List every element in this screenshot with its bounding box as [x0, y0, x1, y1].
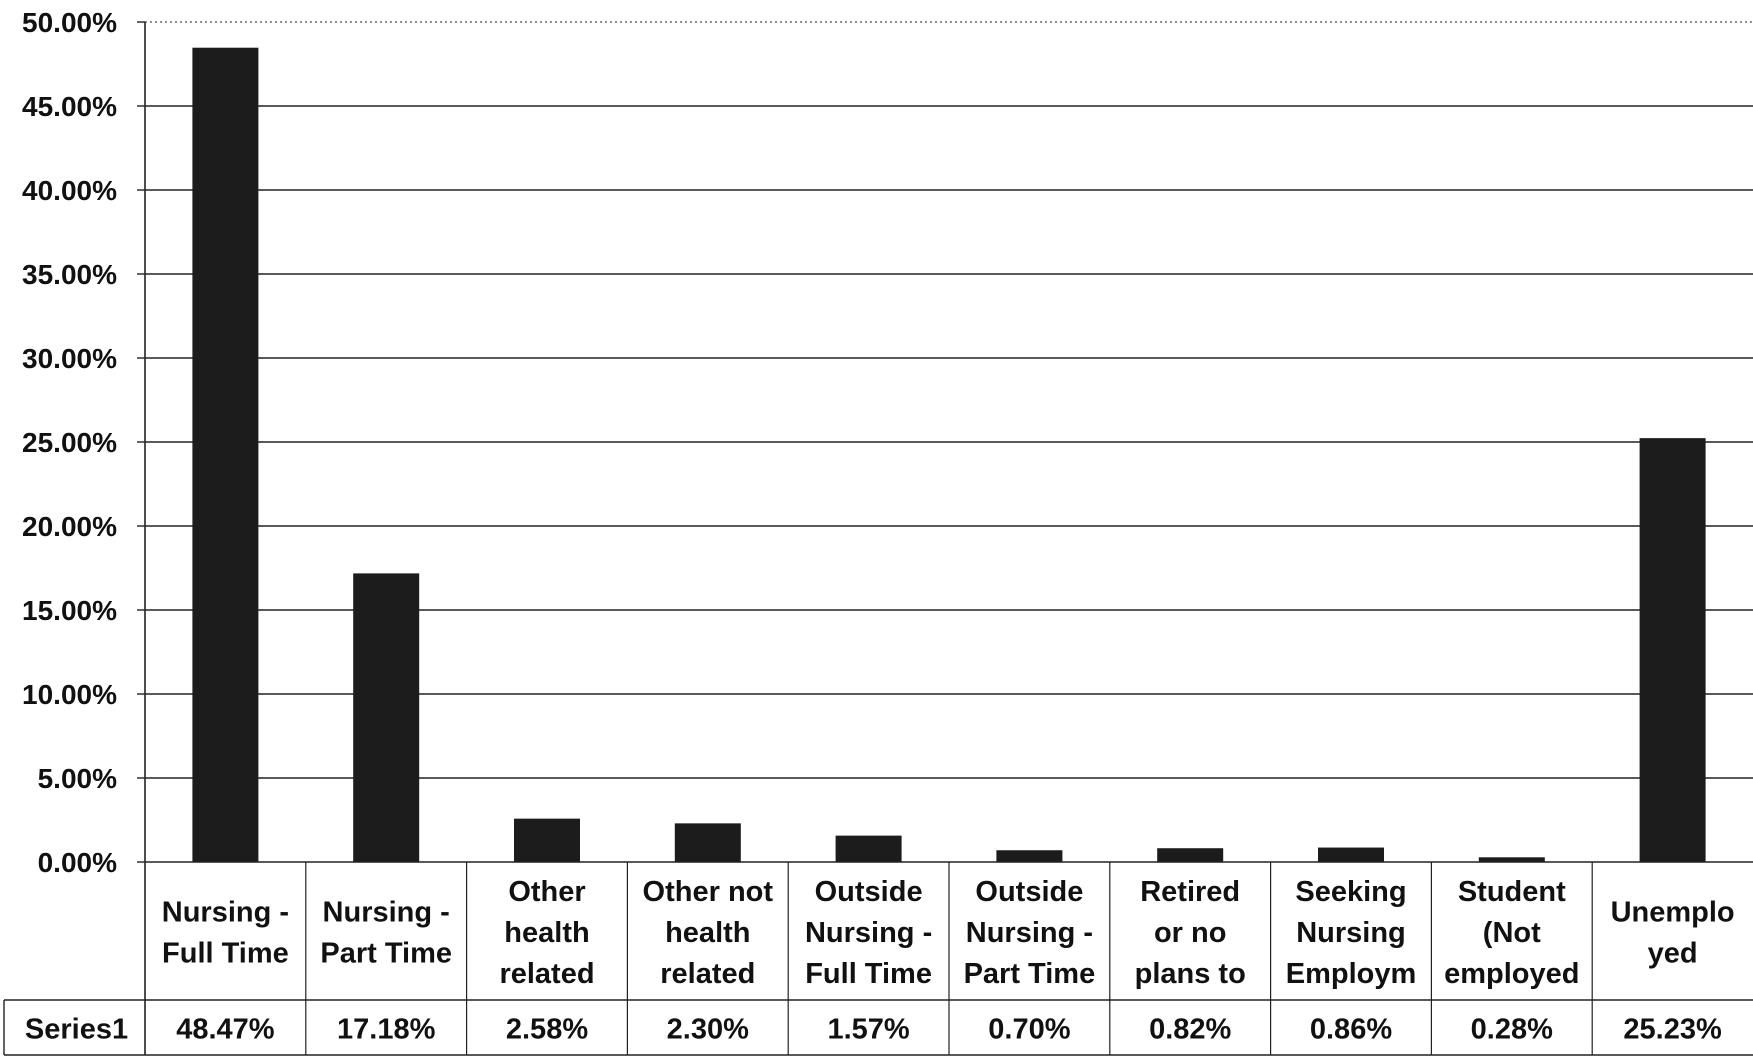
- bar: [674, 823, 741, 862]
- data-value-label: 1.57%: [827, 1014, 909, 1046]
- bar: [1157, 848, 1224, 862]
- y-tick-label: 5.00%: [38, 763, 117, 794]
- y-tick-label: 0.00%: [38, 847, 117, 878]
- y-tick-label: 35.00%: [22, 259, 117, 290]
- data-value-label: 0.82%: [1149, 1014, 1231, 1046]
- bar: [996, 850, 1063, 862]
- y-tick-label: 25.00%: [22, 427, 117, 458]
- data-value-label: 2.58%: [506, 1014, 588, 1046]
- x-category-label: Outside Nursing -Part Time: [964, 876, 1096, 990]
- y-tick-label: 50.00%: [22, 7, 117, 38]
- bar: [1478, 857, 1545, 862]
- y-tick-label: 40.00%: [22, 175, 117, 206]
- data-value-label: 0.70%: [988, 1014, 1070, 1046]
- x-category-label: Student (Not employed: [1444, 876, 1579, 990]
- bar: [1318, 847, 1384, 862]
- data-value-label: 0.86%: [1310, 1014, 1392, 1046]
- x-category-label: Nursing -Part Time: [320, 897, 452, 970]
- bar: [192, 47, 259, 863]
- data-value-label: 2.30%: [667, 1014, 749, 1046]
- x-category-label: Outside Nursing -Full Time: [805, 876, 932, 990]
- data-value-label: 25.23%: [1623, 1014, 1722, 1046]
- x-category-label: Unemplo yed: [1611, 897, 1735, 970]
- y-tick-label: 10.00%: [22, 679, 117, 710]
- bar: [835, 835, 902, 862]
- x-category-label: Other health related: [499, 876, 594, 990]
- y-tick-label: 15.00%: [22, 595, 117, 626]
- bar: [353, 573, 420, 862]
- y-tick-label: 20.00%: [22, 511, 117, 542]
- x-category-label: Nursing -Full Time: [162, 897, 289, 970]
- x-category-label: Seeking Nursing Employm: [1286, 876, 1417, 990]
- y-tick-label: 45.00%: [22, 91, 117, 122]
- data-value-label: 48.47%: [176, 1014, 275, 1046]
- data-value-label: 17.18%: [337, 1014, 436, 1046]
- y-tick-label: 30.00%: [22, 343, 117, 374]
- x-category-label: Other not health related: [643, 876, 774, 990]
- data-value-label: 0.28%: [1471, 1014, 1553, 1046]
- bar: [1639, 438, 1706, 862]
- bar: [514, 818, 580, 862]
- series-row-label: Series1: [25, 1014, 128, 1046]
- x-category-label: Retired or no plans to: [1135, 876, 1246, 990]
